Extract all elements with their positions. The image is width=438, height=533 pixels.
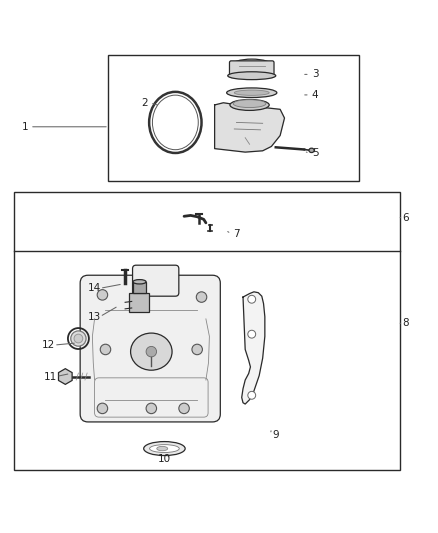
Text: 2: 2 [141,98,148,108]
Text: 6: 6 [403,213,409,223]
Ellipse shape [150,445,179,453]
Text: 5: 5 [312,148,318,158]
Ellipse shape [157,446,168,451]
Circle shape [146,346,156,357]
FancyBboxPatch shape [133,265,179,296]
Ellipse shape [131,333,172,370]
Bar [130,293,149,312]
Text: 14: 14 [88,284,101,293]
Text: 8: 8 [403,318,409,328]
Text: 1: 1 [21,122,28,132]
Text: 12: 12 [42,340,55,350]
Circle shape [179,403,189,414]
Bar [108,55,359,181]
Polygon shape [242,292,265,404]
Ellipse shape [233,100,266,108]
Circle shape [146,403,156,414]
Ellipse shape [133,280,146,284]
Circle shape [192,344,202,354]
Text: 9: 9 [272,430,279,440]
Ellipse shape [226,88,277,98]
Circle shape [97,289,108,300]
FancyBboxPatch shape [80,275,220,422]
Ellipse shape [71,331,86,346]
Circle shape [248,330,256,338]
Polygon shape [215,103,285,152]
Text: 13: 13 [88,312,101,322]
Text: 10: 10 [158,455,171,464]
Circle shape [100,344,111,354]
Circle shape [248,391,256,399]
Text: 11: 11 [44,372,57,382]
Ellipse shape [309,148,314,152]
Bar [14,192,400,470]
Text: 7: 7 [233,229,240,239]
Ellipse shape [228,72,276,79]
Text: 4: 4 [312,90,318,100]
Ellipse shape [74,334,83,343]
Ellipse shape [144,441,185,456]
Ellipse shape [234,90,269,95]
Ellipse shape [230,100,269,110]
Ellipse shape [231,59,272,72]
FancyBboxPatch shape [230,61,274,77]
Bar [133,282,146,293]
Circle shape [248,295,256,303]
Text: 3: 3 [312,69,318,79]
Circle shape [196,292,207,302]
Circle shape [97,403,108,414]
